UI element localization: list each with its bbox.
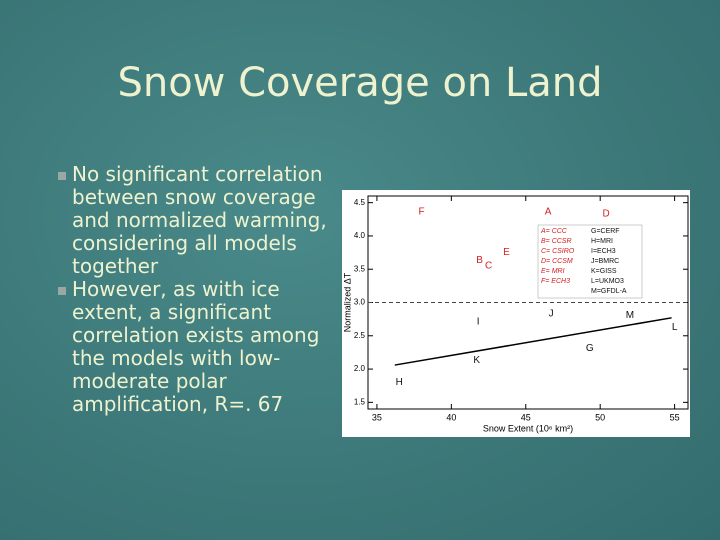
chart: 35 40 45 50 55 1.5 2.0 2.5 3.0 3.5 4.0 4.5 Snow Exte… xyxy=(342,190,690,437)
point-label: B xyxy=(476,255,483,266)
bullet-line: correlation exists among xyxy=(72,323,320,347)
y-tick-label: 2.0 xyxy=(354,364,366,373)
y-tick-label: 1.5 xyxy=(354,397,366,406)
x-axis-label: Snow Extent (10⁶ km²) xyxy=(483,423,573,433)
x-tick-label: 45 xyxy=(521,412,531,422)
x-tick-label: 55 xyxy=(670,412,680,422)
bullet-marker xyxy=(58,287,66,295)
y-axis-label: Normalized ΔT xyxy=(342,272,352,332)
key-entry: I=ECH3 xyxy=(591,248,616,255)
y-tick-label: 3.0 xyxy=(354,298,366,307)
bullet-line: However, as with ice xyxy=(72,277,280,301)
bullet-marker xyxy=(58,172,66,180)
point-label: M xyxy=(626,310,634,321)
point-label: K xyxy=(473,355,480,366)
bullet: No significant correlation between snow c… xyxy=(72,163,327,278)
bullet-line: extent, a significant xyxy=(72,300,272,324)
key-entry: A= CCC xyxy=(540,228,568,235)
point-label: J xyxy=(549,308,554,319)
y-tick-label: 2.5 xyxy=(354,331,366,340)
key-entry: M=GFDL-A xyxy=(591,288,627,295)
key-entry: E= MRI xyxy=(541,268,565,275)
y-tick-label: 3.5 xyxy=(354,264,366,273)
key-entry: K=GISS xyxy=(591,268,617,275)
point-label: F xyxy=(419,207,425,218)
key-entry: H=MRI xyxy=(591,238,613,245)
key-entry: F= ECH3 xyxy=(541,278,570,285)
x-tick-label: 40 xyxy=(446,412,456,422)
key-entry: C= CSIRO xyxy=(541,248,575,255)
bullet-line: moderate polar xyxy=(72,369,227,393)
point-label: A xyxy=(545,207,552,218)
bullet-line: amplification, R=. 67 xyxy=(72,392,284,416)
key-entry: L=UKMO3 xyxy=(591,278,624,285)
key-entry: B= CCSR xyxy=(541,238,572,245)
point-label: D xyxy=(603,209,610,220)
key-entry: G=CERF xyxy=(591,228,620,235)
x-tick-label: 50 xyxy=(595,412,605,422)
point-label: E xyxy=(503,247,510,258)
point-label: H xyxy=(396,377,403,388)
x-tick-label: 35 xyxy=(372,412,382,422)
key-box xyxy=(537,224,643,299)
y-tick-label: 4.0 xyxy=(354,231,366,240)
y-tick-label: 4.5 xyxy=(354,198,366,207)
bullet-line: and normalized warming, xyxy=(72,208,327,232)
point-label: L xyxy=(672,322,678,333)
slide-title: Snow Coverage on Land xyxy=(117,60,603,106)
fit-line xyxy=(394,317,672,366)
point-label: I xyxy=(477,316,480,327)
chart-background xyxy=(342,190,690,437)
point-label: G xyxy=(586,343,594,354)
key-entry: J=BMRC xyxy=(591,258,619,265)
point-label: C xyxy=(485,261,492,272)
bullet: However, as with ice extent, a significan… xyxy=(72,278,319,416)
bullet-line: together xyxy=(72,254,159,278)
bullet-line: considering all models xyxy=(72,231,297,255)
bullet-line: between snow coverage xyxy=(72,185,316,209)
bullet-line: No significant correlation xyxy=(72,162,323,186)
key-entry: D= CCSM xyxy=(541,258,573,265)
bullet-line: the models with low- xyxy=(72,346,281,370)
